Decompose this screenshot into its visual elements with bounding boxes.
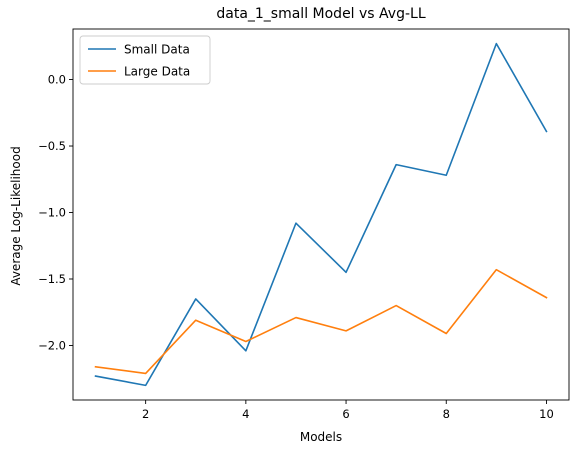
x-tick-label: 4 bbox=[242, 407, 249, 421]
y-tick-label: −0.5 bbox=[38, 139, 66, 153]
x-axis-label: Models bbox=[300, 430, 342, 444]
legend-box bbox=[79, 35, 211, 85]
x-tick-label: 8 bbox=[443, 407, 450, 421]
x-tick-label: 6 bbox=[342, 407, 349, 421]
y-axis-label: Average Log-Likelihood bbox=[9, 146, 23, 285]
legend-label: Large Data bbox=[124, 65, 190, 79]
y-tick-label: −1.5 bbox=[38, 272, 66, 286]
legend-label: Small Data bbox=[124, 43, 190, 57]
legend: Small Data Large Data bbox=[79, 35, 211, 85]
series-line-small-data bbox=[94, 42, 548, 387]
y-tick-label: −2.0 bbox=[38, 338, 66, 352]
x-tick-label: 10 bbox=[539, 407, 554, 421]
plot-area: 2 4 6 8 10 −2.0 −1.5 −1.0 −0.5 0.0 Small Data Large… bbox=[38, 28, 570, 421]
y-tick-label: −1.0 bbox=[38, 206, 66, 220]
y-tick-label: 0.0 bbox=[48, 73, 66, 87]
series-line-large-data bbox=[94, 268, 548, 375]
chart-title: data_1_small Model vs Avg-LL bbox=[216, 6, 425, 22]
x-tick-label: 2 bbox=[142, 407, 149, 421]
axes-frame bbox=[72, 28, 570, 401]
